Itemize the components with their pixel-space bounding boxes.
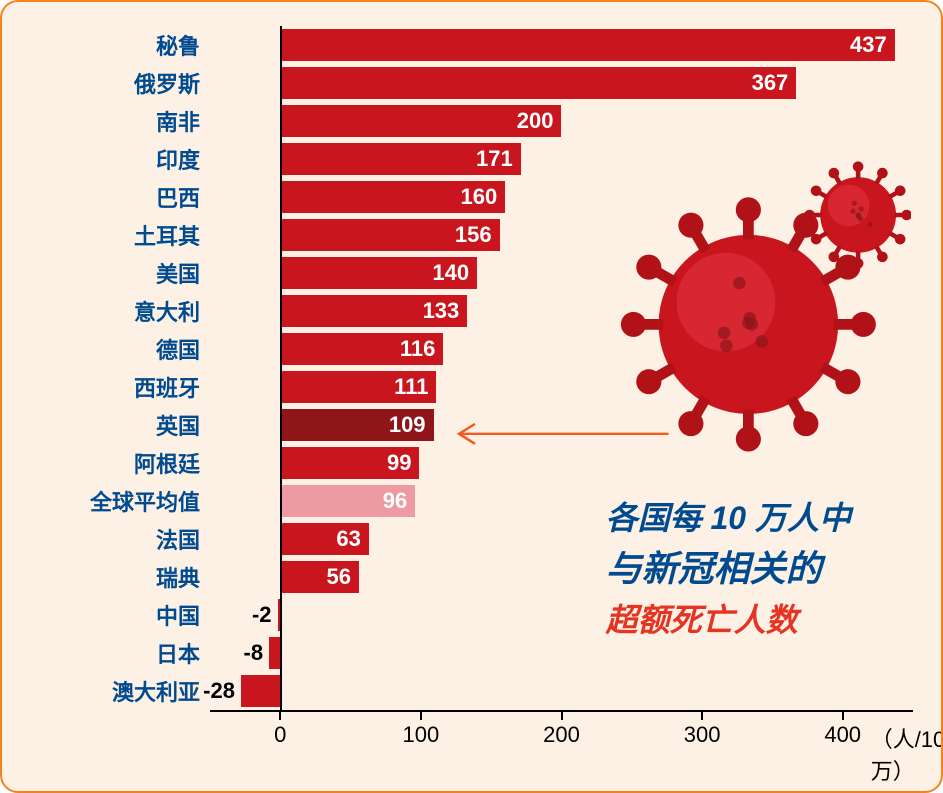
category-label: 阿根廷 [30, 447, 210, 479]
bar: 63 [280, 523, 369, 555]
bar-row: 西班牙 111 [30, 368, 911, 406]
bar: 156 [280, 219, 499, 251]
x-tick-label: 0 [274, 722, 286, 748]
caption: 各国每 10 万人中与新冠相关的超额死亡人数 [606, 494, 851, 644]
bar-row: 俄罗斯 367 [30, 64, 911, 102]
category-label: 美国 [30, 257, 210, 289]
bar: 96 [280, 485, 415, 517]
bar-row: 阿根廷 99 [30, 444, 911, 482]
bar-value: 133 [423, 298, 460, 324]
bar-value: 96 [383, 488, 407, 514]
category-label: 德国 [30, 333, 210, 365]
caption-line: 超额死亡人数 [606, 596, 851, 644]
bar: 200 [280, 105, 561, 137]
x-tick-label: 100 [403, 722, 440, 748]
bar-value: 99 [387, 450, 411, 476]
bar-value: -8 [244, 640, 264, 666]
bar-row: 英国 109 [30, 406, 911, 444]
x-tick-label: 200 [543, 722, 580, 748]
bar: 171 [280, 143, 520, 175]
bar-row: 美国 140 [30, 254, 911, 292]
category-label: 日本 [30, 637, 210, 669]
bar-value: 56 [327, 564, 351, 590]
bar: -28 [241, 675, 280, 707]
bar: 437 [280, 29, 894, 61]
category-label: 全球平均值 [30, 485, 210, 517]
bar-row: 德国 116 [30, 330, 911, 368]
x-tick-label: 400 [824, 722, 861, 748]
bar: 367 [280, 67, 796, 99]
bar-value: -2 [252, 602, 272, 628]
category-label: 巴西 [30, 181, 210, 213]
chart-area: 秘鲁 437 俄罗斯 367 南非 200 印度 171 巴西 160 土耳其 156 美国 140 意大利… [30, 26, 911, 773]
category-label: 中国 [30, 599, 210, 631]
category-label: 法国 [30, 523, 210, 555]
category-label: 土耳其 [30, 219, 210, 251]
bar-value: 109 [389, 412, 426, 438]
chart-frame: 秘鲁 437 俄罗斯 367 南非 200 印度 171 巴西 160 土耳其 156 美国 140 意大利… [0, 0, 943, 793]
bar-row: 南非 200 [30, 102, 911, 140]
bar-value: 111 [394, 374, 428, 400]
bar: 140 [280, 257, 477, 289]
category-label: 秘鲁 [30, 29, 210, 61]
bar-row: 土耳其 156 [30, 216, 911, 254]
bar-value: 200 [517, 108, 554, 134]
bar: 160 [280, 181, 505, 213]
bar: 116 [280, 333, 443, 365]
bar-value: 140 [432, 260, 469, 286]
bar-value: 160 [461, 184, 498, 210]
bar-row: 秘鲁 437 [30, 26, 911, 64]
bar: 111 [280, 371, 436, 403]
category-label: 西班牙 [30, 371, 210, 403]
category-label: 俄罗斯 [30, 67, 210, 99]
category-label: 意大利 [30, 295, 210, 327]
bar-row: 巴西 160 [30, 178, 911, 216]
bar: 109 [280, 409, 433, 441]
category-label: 印度 [30, 143, 210, 175]
bar-row: 意大利 133 [30, 292, 911, 330]
y-axis [280, 26, 282, 710]
category-label: 英国 [30, 409, 210, 441]
caption-line: 各国每 10 万人中 [606, 494, 851, 542]
caption-line: 与新冠相关的 [606, 542, 851, 596]
bar-value: 63 [336, 526, 360, 552]
bar: 99 [280, 447, 419, 479]
bar-row: 印度 171 [30, 140, 911, 178]
x-axis-unit: （人/10万） [871, 722, 943, 786]
bar-value: 156 [455, 222, 492, 248]
bar-value: 116 [400, 336, 436, 362]
bar: -8 [269, 637, 280, 669]
bar: 56 [280, 561, 359, 593]
bar-value: 367 [752, 70, 789, 96]
category-label: 南非 [30, 105, 210, 137]
bar-value: -28 [203, 678, 235, 704]
x-ticks: 0100200300400（人/10万） [210, 710, 913, 750]
bar-value: 437 [850, 32, 887, 58]
bar: 133 [280, 295, 467, 327]
category-label: 澳大利亚 [30, 675, 210, 707]
bar-row: 澳大利亚-28 [30, 672, 911, 710]
bar-value: 171 [476, 146, 513, 172]
x-tick-label: 300 [684, 722, 721, 748]
category-label: 瑞典 [30, 561, 210, 593]
